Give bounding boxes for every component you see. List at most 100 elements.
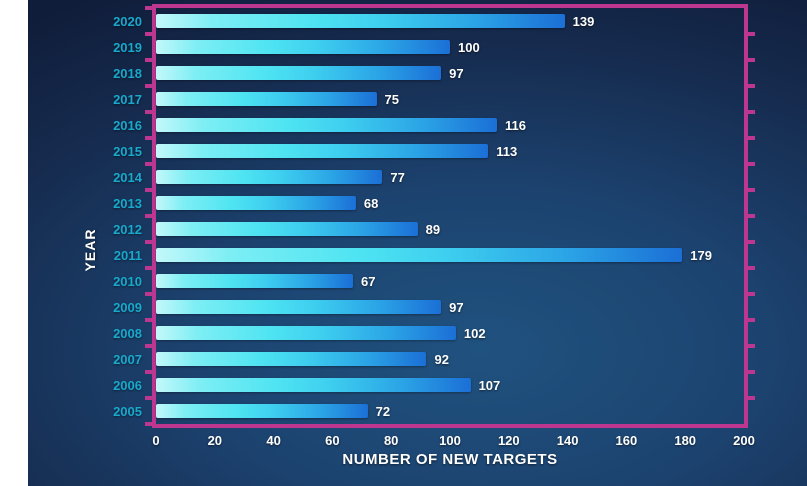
bar-2011 (156, 248, 683, 262)
right-axis-tick (748, 32, 755, 36)
bar-2007 (156, 352, 427, 366)
bar-row-2008: 102 (156, 320, 744, 346)
right-axis-tick (748, 292, 755, 296)
category-label-2011: 2011 (113, 247, 142, 263)
value-label-2011: 179 (690, 247, 712, 263)
x-tick-label-80: 80 (383, 433, 399, 448)
right-axis-tick (748, 214, 755, 218)
right-axis-tick (748, 240, 755, 244)
value-label-2013: 68 (363, 195, 379, 211)
right-axis-tick (748, 162, 755, 166)
value-label-2012: 89 (425, 221, 441, 237)
category-label-2016: 2016 (113, 117, 142, 133)
bar-2014 (156, 170, 383, 184)
value-label-2014: 77 (390, 169, 405, 185)
x-tick-label-40: 40 (266, 433, 281, 448)
bar-row-2012: 89 (156, 216, 744, 242)
x-tick-label-160: 160 (615, 433, 638, 448)
bar-row-2018: 97 (156, 60, 744, 86)
left-axis-tick (145, 188, 152, 192)
bar-row-2015: 113 (156, 138, 744, 164)
bar-2010 (156, 274, 353, 288)
left-axis-tick (145, 162, 152, 166)
right-axis-tick (748, 370, 755, 374)
category-label-2009: 2009 (113, 299, 142, 315)
category-label-2020: 2020 (113, 13, 142, 29)
bar-row-2006: 107 (156, 372, 744, 398)
x-tick-label-120: 120 (497, 433, 520, 448)
value-label-2017: 75 (384, 91, 399, 107)
category-label-2015: 2015 (113, 143, 142, 159)
left-axis-tick (145, 58, 152, 62)
x-axis-tick-labels: 0 20 40 60 80 100 120 140 160 180 200 (152, 433, 754, 449)
y-axis-category-labels: 2020 2019 2018 2017 2016 2015 2014 2013 2012 2011… (28, 8, 145, 424)
right-axis-tick (748, 396, 755, 400)
left-axis-tick (145, 84, 152, 88)
category-label-2014: 2014 (113, 169, 142, 185)
x-axis-title: NUMBER OF NEW TARGETS (342, 451, 558, 468)
left-axis-tick (145, 422, 152, 426)
right-axis-tick (748, 110, 755, 114)
right-axis-tick (748, 266, 755, 270)
x-tick-label-0: 0 (152, 433, 160, 448)
left-axis-tick (145, 6, 152, 10)
value-label-2019: 100 (458, 39, 480, 55)
bar-2008 (156, 326, 456, 340)
bar-row-2013: 68 (156, 190, 744, 216)
value-label-2018: 97 (449, 65, 464, 81)
category-label-2005: 2005 (113, 403, 142, 419)
bar-row-2017: 75 (156, 86, 744, 112)
bar-row-2019: 100 (156, 34, 744, 60)
bar-2018 (156, 66, 442, 80)
bar-row-2009: 97 (156, 294, 744, 320)
bar-row-2020: 139 (156, 8, 744, 34)
left-axis-tick (145, 396, 152, 400)
bar-2005 (156, 404, 368, 418)
left-axis-tick (145, 240, 152, 244)
x-tick-label-20: 20 (207, 433, 223, 448)
x-tick-label-140: 140 (556, 433, 579, 448)
bar-2017 (156, 92, 377, 106)
right-axis-tick (748, 58, 755, 62)
category-label-2013: 2013 (113, 195, 142, 211)
bar-2009 (156, 300, 442, 314)
left-axis-tick (145, 136, 152, 140)
category-label-2012: 2012 (113, 221, 142, 237)
value-label-2008: 102 (463, 325, 486, 341)
bar-2016 (156, 118, 498, 132)
bar-row-2011: 179 (156, 242, 744, 268)
bar-row-2005: 72 (156, 398, 744, 424)
plot-frame: 139 100 97 75 116 113 77 68 89 179 67 97 102 92 107 72 (145, 4, 755, 428)
left-axis-tick (145, 32, 152, 36)
left-axis-tick (145, 266, 152, 270)
left-axis-tick (145, 344, 152, 348)
value-label-2010: 67 (360, 273, 376, 289)
chart-plot-background: YEAR 2020 2019 2018 2017 2016 2015 2014 2013 201… (28, 0, 807, 486)
bar-2012 (156, 222, 418, 236)
value-label-2005: 72 (375, 403, 391, 419)
bar-row-2007: 92 (156, 346, 744, 372)
bar-2015 (156, 144, 489, 158)
left-axis-tick (145, 214, 152, 218)
bar-rows: 139 100 97 75 116 113 77 68 89 179 67 97 102 92 107 72 (156, 8, 744, 424)
bar-2019 (156, 40, 450, 54)
left-axis-tick (145, 318, 152, 322)
value-label-2016: 116 (505, 117, 527, 133)
left-axis-tick (145, 110, 152, 114)
x-tick-label-60: 60 (325, 433, 340, 448)
category-label-2008: 2008 (113, 325, 142, 341)
right-axis-tick (748, 84, 755, 88)
category-label-2017: 2017 (113, 91, 142, 107)
x-tick-label-180: 180 (674, 433, 697, 448)
value-label-2009: 97 (449, 299, 464, 315)
bar-2006 (156, 378, 471, 392)
category-label-2007: 2007 (113, 351, 142, 367)
bar-row-2014: 77 (156, 164, 744, 190)
right-axis-tick (748, 344, 755, 348)
x-tick-label-100: 100 (439, 433, 461, 448)
category-label-2019: 2019 (113, 39, 142, 55)
category-label-2010: 2010 (113, 273, 142, 289)
right-axis-tick (748, 188, 755, 192)
x-tick-label-200: 200 (733, 433, 755, 448)
